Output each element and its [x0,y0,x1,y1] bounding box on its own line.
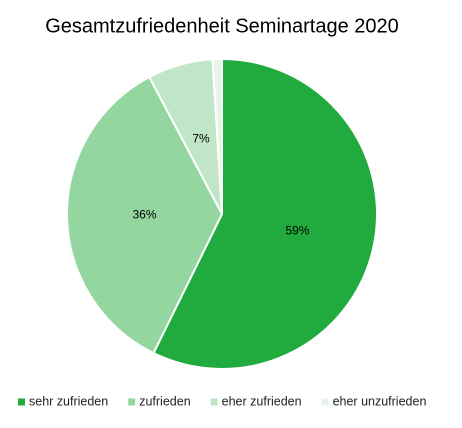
data-label: 36% [132,207,156,221]
data-label: 7% [192,132,210,146]
pie-slice [211,57,223,215]
pie-slice [66,75,224,355]
chart-title: Gesamtzufriedenheit Seminartage 2020 [45,15,399,37]
legend-marker [18,398,25,406]
legend-label: zufrieden [139,394,190,408]
legend-label: sehr zufrieden [29,394,108,408]
pie-slice [152,57,378,370]
legend-marker [210,398,218,406]
legend-label: eher unzufrieden [333,394,427,408]
data-label: 59% [285,224,309,238]
legend-label: eher zufrieden [222,394,302,408]
legend-marker [321,398,329,406]
legend-marker [128,398,136,406]
